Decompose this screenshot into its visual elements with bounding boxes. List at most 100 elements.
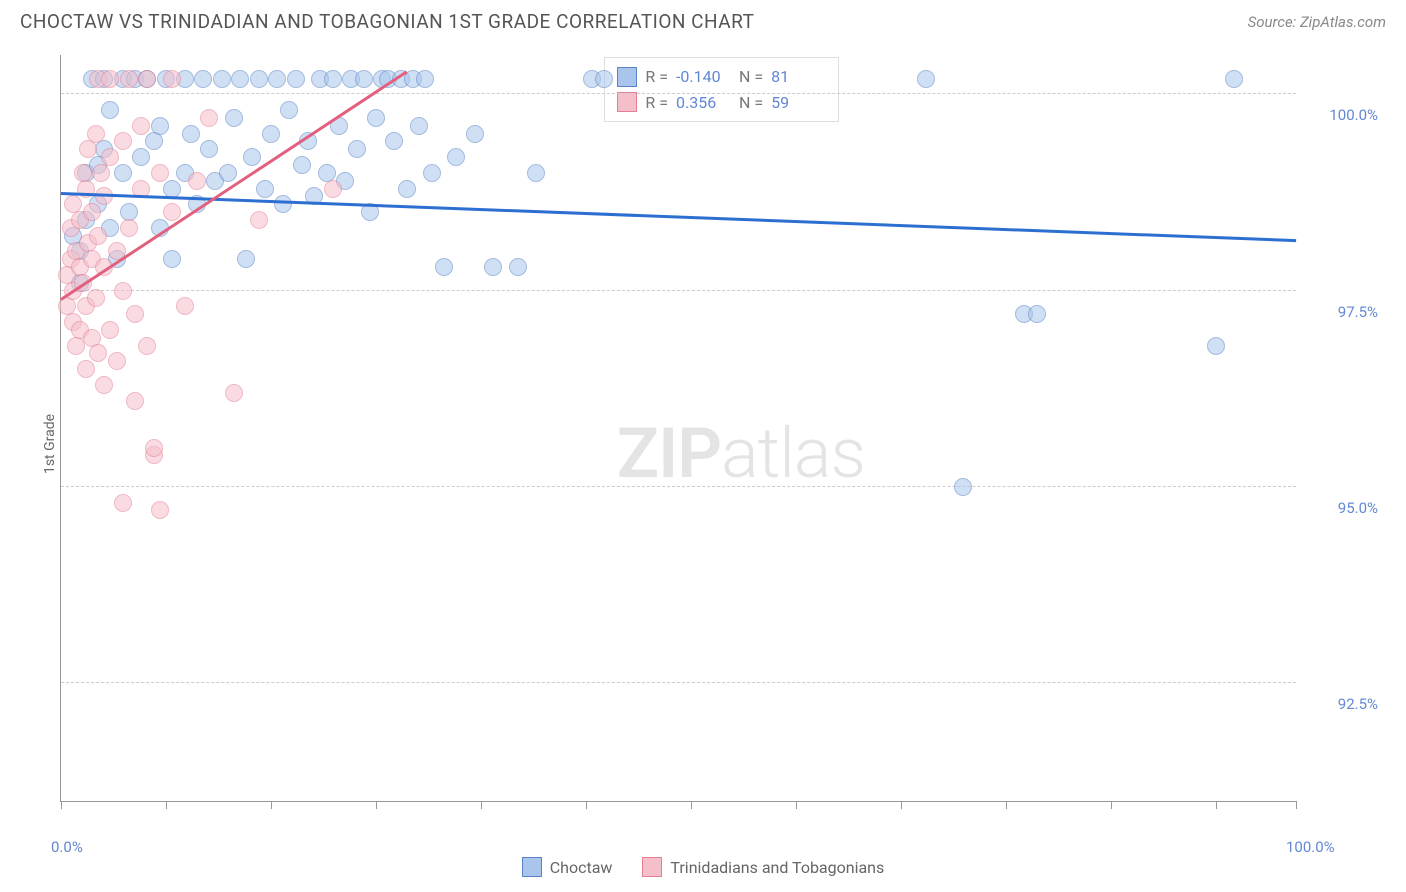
data-point (87, 125, 105, 143)
data-point (83, 203, 101, 221)
data-point (527, 164, 545, 182)
x-tick (586, 801, 587, 809)
gridline (61, 290, 1296, 291)
series-legend-item: Trinidadians and Tobagonians (642, 857, 884, 877)
data-point (231, 70, 249, 88)
data-point (213, 70, 231, 88)
data-point (237, 250, 255, 268)
x-tick (61, 801, 62, 809)
data-point (114, 164, 132, 182)
data-point (188, 172, 206, 190)
data-point (262, 125, 280, 143)
x-tick (1006, 801, 1007, 809)
data-point (324, 180, 342, 198)
data-point (509, 258, 527, 276)
data-point (95, 376, 113, 394)
legend-r-value: -0.140 (676, 64, 731, 90)
data-point (423, 164, 441, 182)
data-point (225, 109, 243, 127)
data-point (250, 211, 268, 229)
x-tick (481, 801, 482, 809)
data-point (151, 164, 169, 182)
x-tick (691, 801, 692, 809)
data-point (138, 70, 156, 88)
x-tick (271, 801, 272, 809)
y-axis-label: 1st Grade (42, 413, 58, 473)
data-point (280, 101, 298, 119)
data-point (114, 282, 132, 300)
data-point (79, 140, 97, 158)
x-tick (901, 801, 902, 809)
data-point (114, 494, 132, 512)
data-point (466, 125, 484, 143)
data-point (163, 250, 181, 268)
data-point (287, 70, 305, 88)
plot-area: ZIPatlas R =-0.140N =81R =0.356N =59 92.… (60, 55, 1296, 802)
data-point (200, 109, 218, 127)
data-point (954, 478, 972, 496)
data-point (243, 148, 261, 166)
data-point (120, 219, 138, 237)
y-tick-label: 100.0% (1329, 106, 1378, 124)
legend-swatch (522, 857, 542, 877)
data-point (416, 70, 434, 88)
gridline (61, 93, 1296, 94)
data-point (92, 164, 110, 182)
data-point (484, 258, 502, 276)
data-point (355, 70, 373, 88)
data-point (101, 148, 119, 166)
watermark: ZIPatlas (617, 413, 865, 495)
data-point (120, 70, 138, 88)
data-point (1225, 70, 1243, 88)
data-point (917, 70, 935, 88)
x-tick (1296, 801, 1297, 809)
data-point (145, 439, 163, 457)
chart-source: Source: ZipAtlas.com (1248, 13, 1386, 31)
data-point (385, 132, 403, 150)
series-name: Choctaw (550, 858, 613, 877)
data-point (89, 344, 107, 362)
legend-swatch (617, 92, 637, 112)
data-point (398, 180, 416, 198)
x-tick (166, 801, 167, 809)
stats-legend: R =-0.140N =81R =0.356N =59 (604, 57, 839, 122)
data-point (194, 70, 212, 88)
chart-title: CHOCTAW VS TRINIDADIAN AND TOBAGONIAN 1S… (20, 10, 754, 33)
data-point (595, 70, 613, 88)
data-point (410, 117, 428, 135)
data-point (101, 101, 119, 119)
data-point (268, 70, 286, 88)
data-point (145, 132, 163, 150)
data-point (348, 140, 366, 158)
data-point (108, 352, 126, 370)
data-point (114, 132, 132, 150)
y-tick-label: 97.5% (1338, 303, 1378, 321)
trend-line (61, 192, 1296, 242)
data-point (126, 392, 144, 410)
series-name: Trinidadians and Tobagonians (670, 858, 884, 877)
data-point (101, 321, 119, 339)
data-point (274, 195, 292, 213)
data-point (182, 125, 200, 143)
data-point (219, 164, 237, 182)
data-point (324, 70, 342, 88)
data-point (87, 289, 105, 307)
series-legend-item: Choctaw (522, 857, 613, 877)
legend-swatch (617, 67, 637, 87)
data-point (176, 297, 194, 315)
data-point (163, 180, 181, 198)
data-point (101, 70, 119, 88)
data-point (151, 501, 169, 519)
legend-swatch (642, 857, 662, 877)
data-point (89, 227, 107, 245)
x-tick (376, 801, 377, 809)
y-tick-label: 92.5% (1338, 695, 1378, 713)
data-point (200, 140, 218, 158)
data-point (250, 70, 268, 88)
data-point (132, 117, 150, 135)
x-tick (1111, 801, 1112, 809)
data-point (293, 156, 311, 174)
x-tick (796, 801, 797, 809)
data-point (151, 117, 169, 135)
gridline (61, 486, 1296, 487)
